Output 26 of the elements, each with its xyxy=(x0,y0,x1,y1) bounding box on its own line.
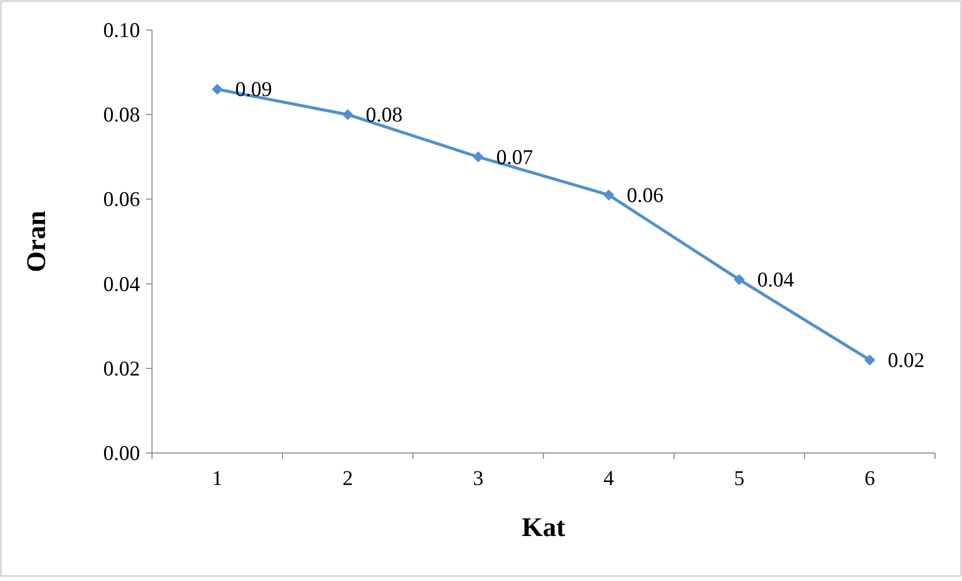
point xyxy=(472,151,484,162)
data-label: 0.02 xyxy=(888,348,924,372)
data-label: 0.04 xyxy=(757,268,794,292)
point xyxy=(212,84,223,95)
y-tick-label: 0.02 xyxy=(103,356,140,380)
data-label: 0.09 xyxy=(235,77,272,102)
x-tick-label: 3 xyxy=(473,466,484,490)
x-tick-label: 2 xyxy=(342,466,353,490)
point xyxy=(864,354,876,366)
x-tick-label: 4 xyxy=(604,466,614,490)
data-label: 0.08 xyxy=(366,102,402,127)
y-tick-label: 0.06 xyxy=(103,187,140,212)
data-label: 0.06 xyxy=(626,182,664,207)
point xyxy=(342,109,354,120)
y-axis-title: Oran xyxy=(21,210,51,272)
x-tick-label: 6 xyxy=(864,466,875,490)
x-tick-label: 1 xyxy=(212,466,222,490)
x-tick-label: 5 xyxy=(734,466,744,490)
point xyxy=(603,189,614,200)
y-tick-label: 0.00 xyxy=(103,441,140,465)
data-label: 0.07 xyxy=(496,144,533,169)
y-tick-label: 0.08 xyxy=(103,102,140,127)
point xyxy=(734,274,745,286)
y-tick-label: 0.10 xyxy=(103,18,140,42)
x-axis-title: Kat xyxy=(522,512,566,542)
y-tick-label: 0.04 xyxy=(103,272,140,296)
